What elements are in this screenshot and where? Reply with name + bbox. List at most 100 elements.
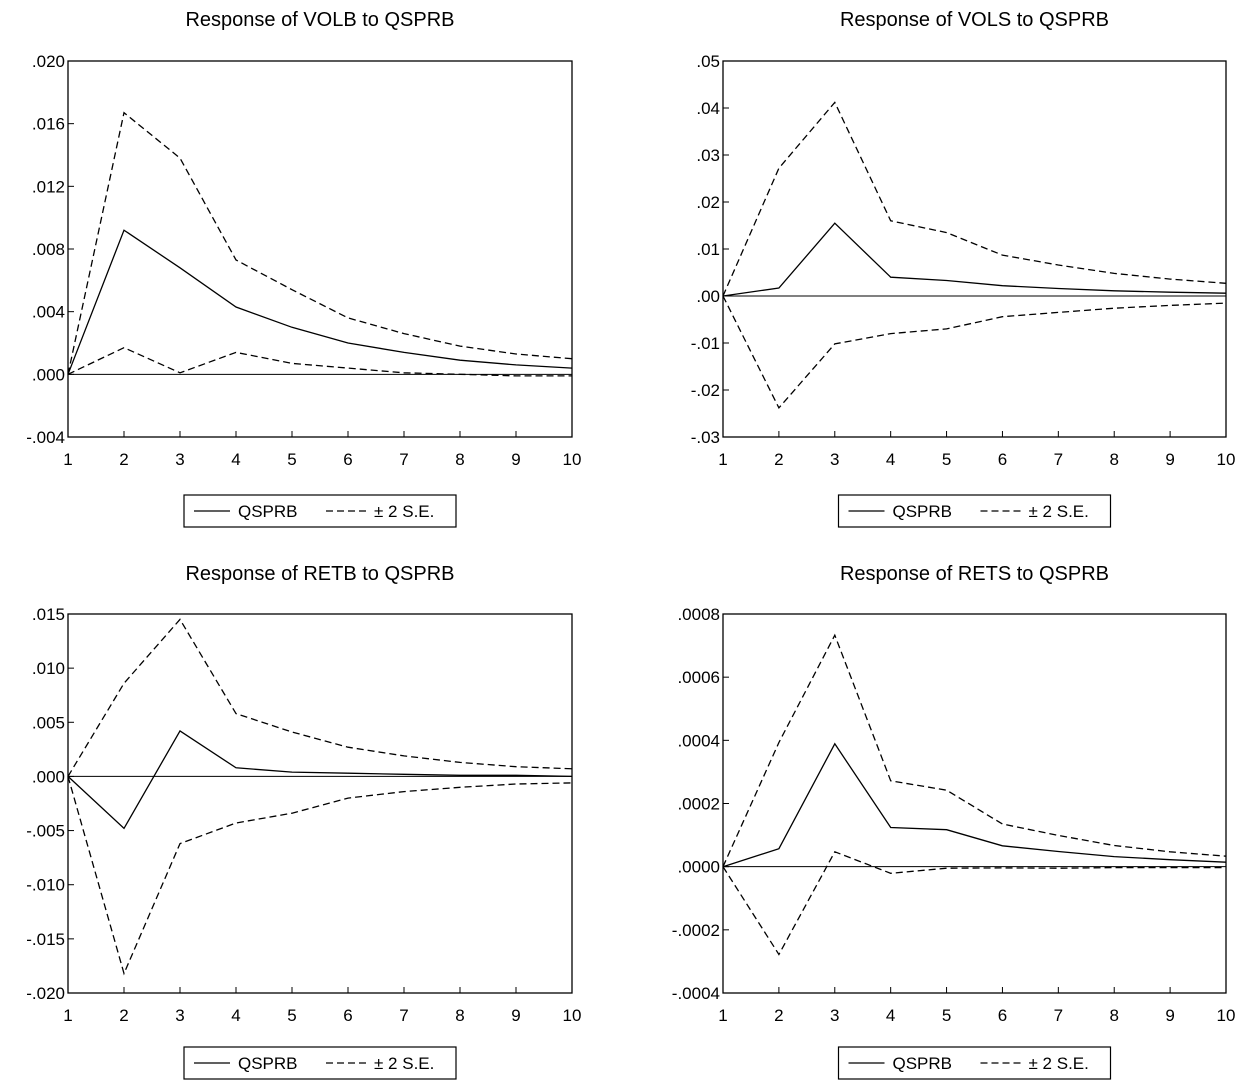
- x-tick-label: 6: [343, 1006, 352, 1025]
- series-line-upper-band: [722, 633, 1227, 867]
- y-tick-label: .0006: [677, 668, 720, 687]
- plot-frame: [67, 60, 573, 438]
- legend: QSPRB ± 2 S.E.: [183, 494, 457, 528]
- x-tick-label: 5: [287, 1006, 296, 1025]
- chart-title: Response of RETB to QSPRB: [185, 563, 454, 585]
- legend: QSPRB ± 2 S.E.: [183, 1046, 457, 1080]
- x-tick-label: 10: [563, 450, 582, 469]
- x-tick-label: 2: [774, 450, 783, 469]
- series-line-response: [67, 729, 573, 830]
- y-tick-label: .000: [32, 365, 65, 384]
- x-tick-label: 4: [231, 1006, 240, 1025]
- y-tick-label: .012: [32, 177, 65, 196]
- x-tick-label: 10: [1217, 450, 1236, 469]
- x-tick-label: 9: [1165, 1006, 1174, 1025]
- series-line-upper-band: [722, 101, 1227, 297]
- legend-dashed-label: ± 2 S.E.: [1029, 502, 1089, 521]
- y-tick-label: -.02: [691, 381, 720, 400]
- series-line-upper-band: [67, 111, 573, 375]
- legend-solid-label: QSPRB: [238, 502, 298, 521]
- x-tick-label: 8: [455, 450, 464, 469]
- chart-title: Response of RETS to QSPRB: [840, 563, 1109, 585]
- chart-panel-1: Response of VOLB to QSPRB .020 .016 .012 .00…: [26, 9, 582, 528]
- legend-dashed-label: ± 2 S.E.: [374, 1054, 434, 1073]
- y-tick-label: .016: [32, 115, 65, 134]
- legend: QSPRB ± 2 S.E.: [837, 494, 1112, 528]
- y-tick-label: -.015: [26, 930, 65, 949]
- series-line-lower-band: [722, 295, 1227, 410]
- y-tick-label: -.010: [26, 876, 65, 895]
- y-tick-label: .00: [696, 287, 720, 306]
- y-tick-label: .0000: [677, 858, 720, 877]
- plot-frame: [722, 613, 1227, 994]
- y-tick-label: .0008: [677, 605, 720, 624]
- y-tick-label: .010: [32, 659, 65, 678]
- series-line-response: [722, 742, 1227, 868]
- x-tick-label: 3: [830, 450, 839, 469]
- x-tick-label: 3: [175, 1006, 184, 1025]
- x-tick-label: 3: [830, 1006, 839, 1025]
- series-line-response: [722, 222, 1227, 297]
- x-tick-label: 7: [399, 450, 408, 469]
- x-tick-label: 9: [511, 1006, 520, 1025]
- chart-panel-2: Response of VOLS to QSPRB .05 .04 .03 .02 .01…: [691, 9, 1236, 528]
- chart-panel-4: Response of RETS to QSPRB .0008 .0006 .0004…: [672, 563, 1236, 1080]
- x-tick-label: 2: [119, 1006, 128, 1025]
- series-line-response: [67, 229, 573, 375]
- y-tick-label: .000: [32, 767, 65, 786]
- chart-title: Response of VOLS to QSPRB: [840, 9, 1109, 31]
- y-tick-label: .008: [32, 240, 65, 259]
- x-tick-label: 1: [63, 1006, 72, 1025]
- y-tick-label: -.0002: [672, 921, 720, 940]
- x-tick-label: 7: [1054, 1006, 1063, 1025]
- x-tick-label: 3: [175, 450, 184, 469]
- x-tick-label: 4: [886, 1006, 895, 1025]
- y-tick-label: .0002: [677, 795, 720, 814]
- x-tick-label: 5: [942, 450, 951, 469]
- x-tick-label: 5: [287, 450, 296, 469]
- legend: QSPRB ± 2 S.E.: [837, 1046, 1112, 1080]
- x-tick-label: 4: [886, 450, 895, 469]
- x-tick-label: 9: [511, 450, 520, 469]
- y-tick-label: -.0004: [672, 984, 720, 1003]
- x-tick-label: 6: [998, 450, 1007, 469]
- x-tick-label: 8: [455, 1006, 464, 1025]
- x-tick-label: 8: [1109, 1006, 1118, 1025]
- plot-frame: [722, 60, 1227, 438]
- y-tick-label: -.03: [691, 428, 720, 447]
- x-tick-label: 6: [998, 1006, 1007, 1025]
- y-tick-label: .015: [32, 605, 65, 624]
- y-tick-label: .005: [32, 713, 65, 732]
- y-tick-label: -.005: [26, 822, 65, 841]
- x-tick-label: 2: [774, 1006, 783, 1025]
- x-tick-label: 4: [231, 450, 240, 469]
- y-tick-label: -.004: [26, 428, 65, 447]
- legend-dashed-label: ± 2 S.E.: [1029, 1054, 1089, 1073]
- x-tick-label: 9: [1165, 450, 1174, 469]
- legend-solid-label: QSPRB: [893, 1054, 953, 1073]
- y-tick-label: .03: [696, 146, 720, 165]
- legend-dashed-label: ± 2 S.E.: [374, 502, 434, 521]
- legend-box: [183, 494, 457, 528]
- y-tick-label: .05: [696, 52, 720, 71]
- x-tick-label: 7: [399, 1006, 408, 1025]
- legend-solid-label: QSPRB: [238, 1054, 298, 1073]
- x-tick-label: 8: [1109, 450, 1118, 469]
- y-tick-label: .004: [32, 303, 65, 322]
- y-tick-label: .04: [696, 99, 720, 118]
- plot-frame: [67, 613, 573, 994]
- y-tick-label: .01: [696, 240, 720, 259]
- series-line-lower-band: [722, 850, 1226, 956]
- x-tick-label: 10: [1217, 1006, 1236, 1025]
- y-tick-label: -.020: [26, 984, 65, 1003]
- y-tick-label: .0004: [677, 731, 720, 750]
- series-line-upper-band: [67, 618, 573, 777]
- x-tick-label: 2: [119, 450, 128, 469]
- x-tick-label: 7: [1054, 450, 1063, 469]
- series-line-lower-band: [67, 346, 572, 377]
- x-tick-label: 5: [942, 1006, 951, 1025]
- x-tick-label: 10: [563, 1006, 582, 1025]
- chart-title: Response of VOLB to QSPRB: [185, 9, 454, 31]
- chart-panel-3: Response of RETB to QSPRB .015 .010 .005 .00…: [26, 563, 582, 1080]
